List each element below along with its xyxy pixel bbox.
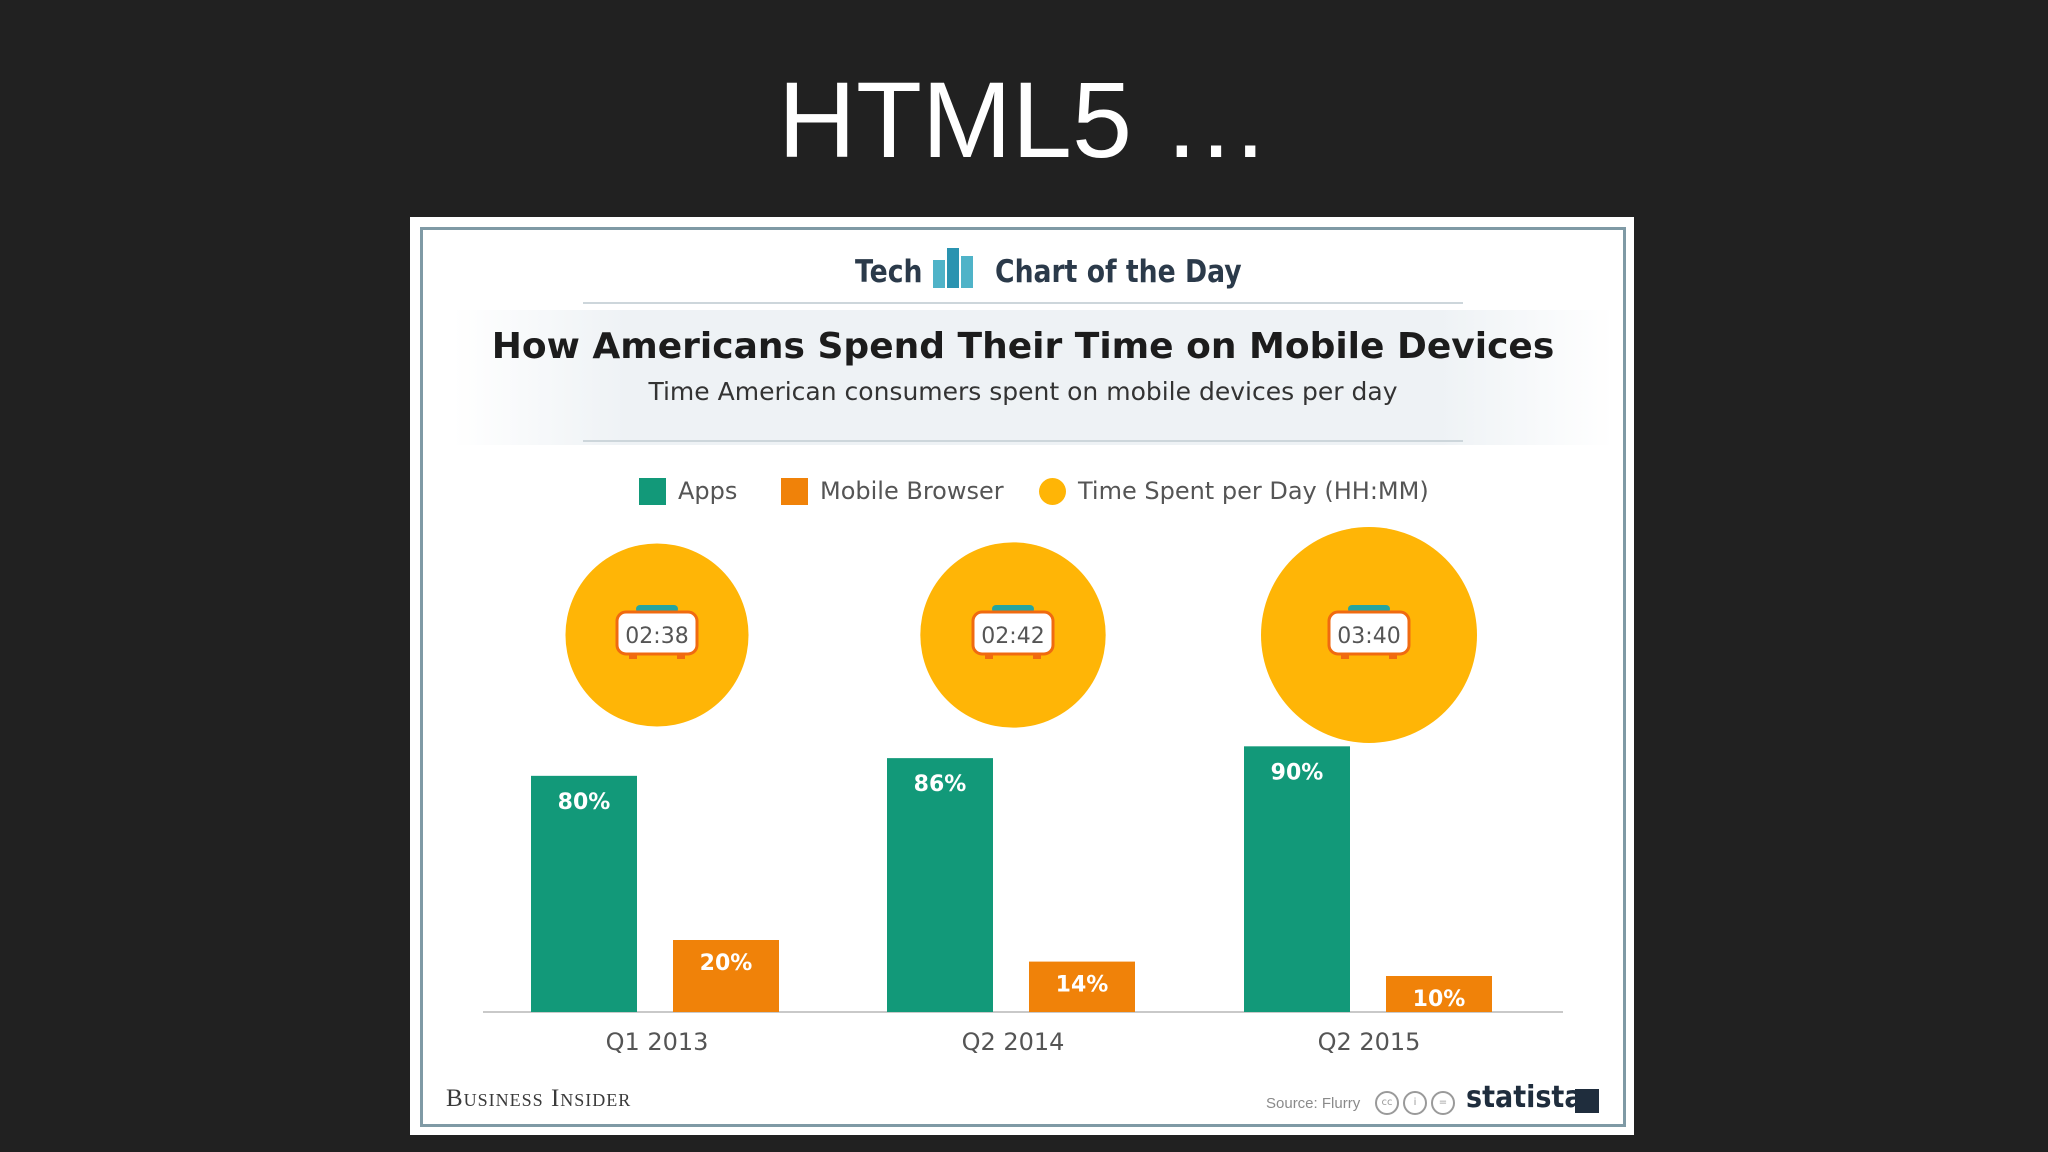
clock-icon: [971, 610, 1055, 656]
clock-foot-right-icon: [1389, 654, 1397, 659]
clock-foot-left-icon: [985, 654, 993, 659]
source-note: Source: Flurry: [1266, 1095, 1361, 1112]
legend-time-label: Time Spent per Day (HH:MM): [1078, 477, 1429, 505]
apps-bar-label: 90%: [1271, 760, 1324, 785]
legend-apps: Apps: [639, 474, 737, 508]
no-derivatives-icon[interactable]: =: [1431, 1091, 1455, 1115]
chart-card: Tech Chart of the Day How Americans Spen…: [410, 217, 1634, 1135]
cc-license-icon[interactable]: cc: [1375, 1091, 1399, 1115]
legend-apps-swatch: [639, 477, 666, 505]
apps-bar: [887, 758, 993, 1012]
apps-bar-label: 86%: [914, 772, 967, 797]
apps-bar-label: 80%: [558, 790, 611, 815]
clock-foot-left-icon: [629, 654, 637, 659]
x-tick-label: Q2 2015: [1318, 1028, 1421, 1056]
chart-frame: Tech Chart of the Day How Americans Spen…: [420, 227, 1626, 1127]
statista-logo: statista: [1466, 1080, 1583, 1115]
slide-title: HTML5 …: [777, 59, 1271, 180]
legend-apps-label: Apps: [678, 477, 738, 505]
browser-bar-label: 10%: [1413, 987, 1466, 1012]
time-spent-label: 02:38: [625, 624, 688, 649]
statista-mark-icon: [1575, 1089, 1599, 1113]
apps-bar: [1244, 746, 1350, 1012]
x-tick-label: Q2 2014: [962, 1028, 1065, 1056]
header-divider: [583, 302, 1463, 304]
time-spent-label: 03:40: [1337, 624, 1400, 649]
browser-bar: [1029, 961, 1135, 1012]
apps-bar: [531, 775, 637, 1012]
bar-chart-icon: [933, 248, 973, 288]
legend-time-swatch: [1039, 477, 1066, 505]
chart-plot: 80% 20% 02:38 Q1 2013 86% 14% 02:42 Q2 2014 90% 1…: [483, 527, 1563, 1056]
clock-foot-left-icon: [1341, 654, 1349, 659]
legend-browser-label: Mobile Browser: [820, 477, 1004, 505]
chart-subtitle: Time American consumers spent on mobile …: [648, 377, 1398, 406]
browser-bar: [673, 940, 779, 1012]
header-tech-label: Tech: [855, 254, 923, 290]
business-insider-logo: Business Insider: [446, 1085, 632, 1112]
legend-mobile-browser: Mobile Browser: [781, 474, 1004, 508]
time-spent-label: 02:42: [981, 624, 1044, 649]
header-chart-of-the-day-label: Chart of the Day: [995, 254, 1242, 290]
title-divider: [583, 440, 1463, 442]
clock-icon: [615, 610, 699, 656]
legend-browser-swatch: [781, 477, 808, 505]
title-band: [453, 310, 1613, 445]
chart-title: How Americans Spend Their Time on Mobile…: [491, 326, 1555, 367]
browser-bar: [1386, 976, 1492, 1012]
clock-foot-right-icon: [677, 654, 685, 659]
attribution-icon[interactable]: i: [1403, 1091, 1427, 1115]
clock-icon: [1327, 610, 1411, 656]
browser-bar-label: 14%: [1056, 973, 1109, 998]
browser-bar-label: 20%: [700, 951, 753, 976]
legend-time-spent: Time Spent per Day (HH:MM): [1039, 474, 1429, 508]
clock-foot-right-icon: [1033, 654, 1041, 659]
x-tick-label: Q1 2013: [606, 1028, 709, 1056]
